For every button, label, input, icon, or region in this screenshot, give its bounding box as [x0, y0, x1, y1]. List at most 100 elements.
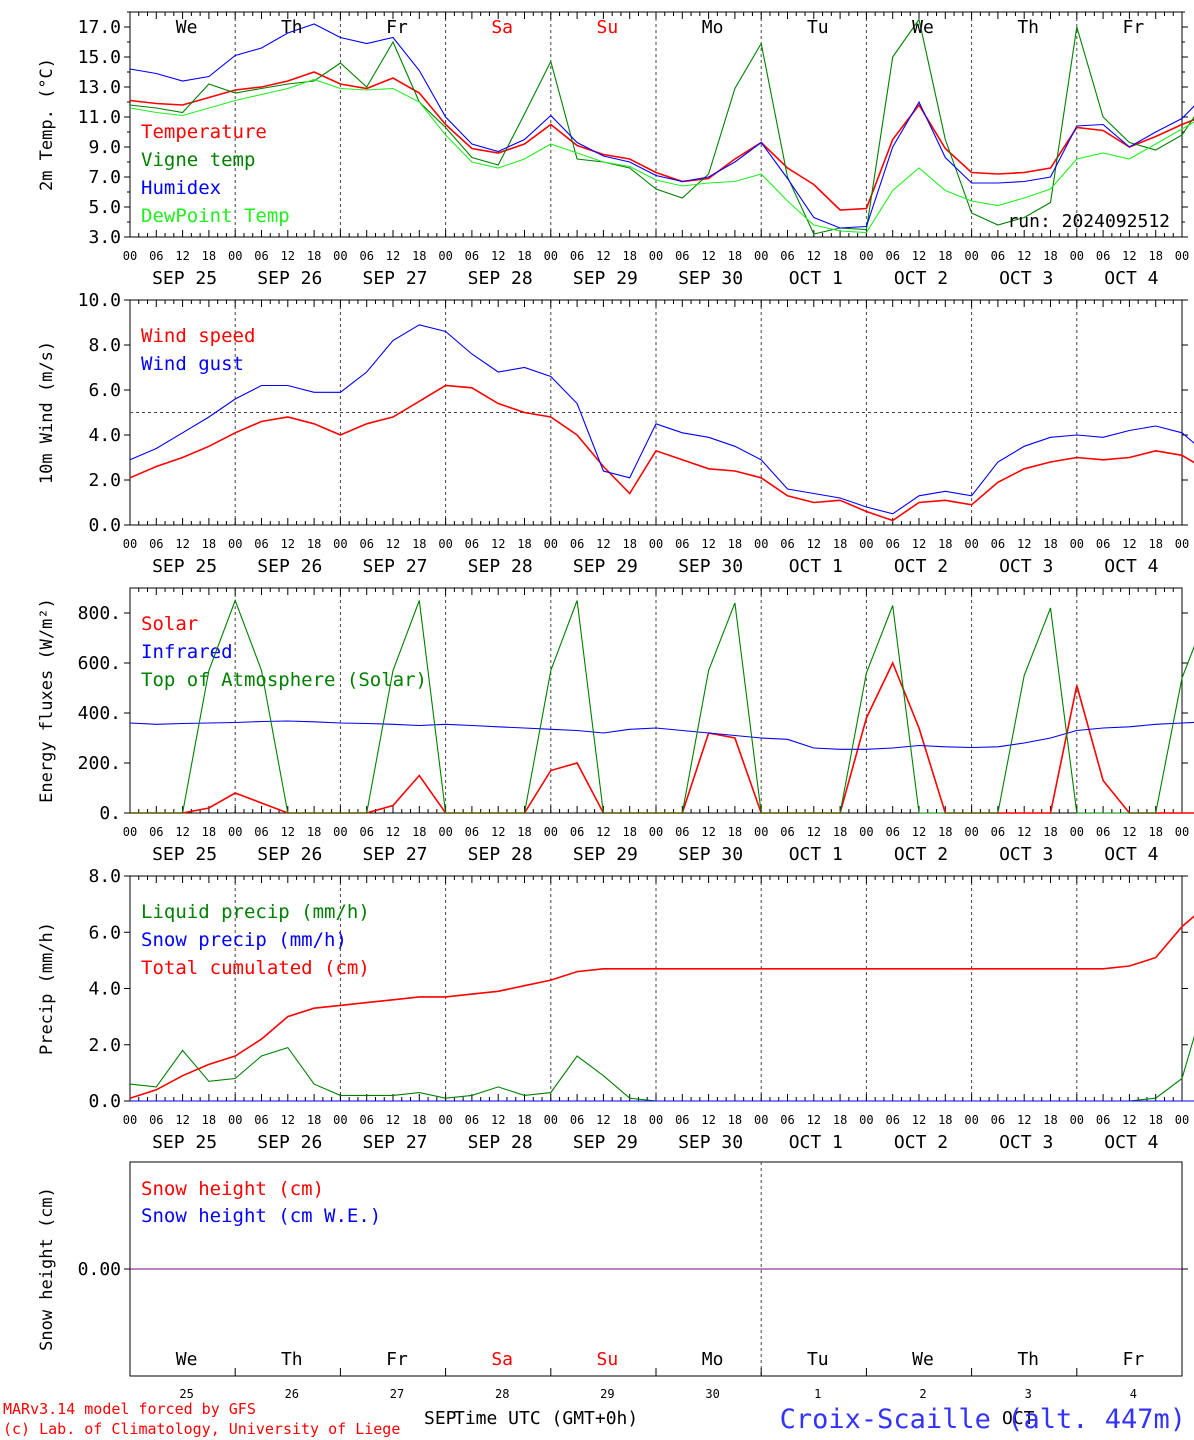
snow-ylabel: Snow height (cm): [37, 1187, 57, 1351]
energy-legend-1: Infrared: [141, 641, 233, 663]
hour-label: 12: [386, 537, 400, 551]
hour-label: 12: [701, 249, 715, 263]
hour-label: 06: [780, 537, 794, 551]
hour-label: 12: [1017, 249, 1031, 263]
day-name-top: Su: [597, 17, 619, 38]
date-label: SEP 25: [152, 844, 217, 865]
date-label: SEP 28: [468, 556, 533, 577]
hour-label: 12: [912, 537, 926, 551]
energy-ylabel: Energy fluxes (W/m²): [37, 598, 57, 803]
date-label: SEP 28: [468, 1132, 533, 1153]
wind-legend-0: Wind speed: [141, 325, 255, 347]
hour-label: 12: [491, 1113, 505, 1127]
hour-label: 18: [938, 825, 952, 839]
date-label: SEP 26: [257, 556, 322, 577]
panel-temp: 3.0 5.0 7.0 9.0 11.0 13.0 15.0 17.0 2m Temp. (°C…: [37, 11, 1194, 289]
hour-label: 18: [412, 825, 426, 839]
hour-label: 18: [1043, 825, 1057, 839]
hour-label: 06: [359, 825, 373, 839]
hour-label: 18: [307, 825, 321, 839]
hour-label: 18: [833, 825, 847, 839]
y-tick-label: 200.: [78, 753, 121, 774]
hour-label: 06: [570, 537, 584, 551]
hour-label: 00: [754, 249, 768, 263]
date-label: OCT 2: [894, 1132, 948, 1153]
temp-series-0: [129, 71, 1194, 211]
hour-label: 00: [964, 825, 978, 839]
hour-label: 12: [1122, 249, 1136, 263]
date-label: OCT 1: [789, 1132, 843, 1153]
hour-label: 00: [544, 1113, 558, 1127]
y-tick-label: 2.0: [88, 1035, 121, 1056]
hour-label: 06: [780, 825, 794, 839]
date-label: OCT 4: [1104, 556, 1158, 577]
wind-ylabel: 10m Wind (m/s): [37, 341, 57, 484]
day-name-bottom: Fr: [1123, 1349, 1145, 1370]
hour-label: 00: [1175, 825, 1189, 839]
hour-label: 06: [1096, 249, 1110, 263]
hour-label: 06: [570, 825, 584, 839]
hour-label: 12: [701, 1113, 715, 1127]
date-label: SEP 29: [573, 1132, 638, 1153]
date-label: SEP 30: [678, 1132, 743, 1153]
date-label: SEP 26: [257, 844, 322, 865]
date-label: SEP 27: [362, 1132, 427, 1153]
y-tick-label: 0.: [99, 803, 121, 824]
date-label: SEP 25: [152, 556, 217, 577]
day-name-bottom: Tu: [807, 1349, 829, 1370]
hour-label: 18: [307, 1113, 321, 1127]
hour-label: 12: [175, 249, 189, 263]
hour-label: 12: [491, 249, 505, 263]
panel-snow: 0.00 Snow height (cm) Snow height (cm) Snow…: [37, 1161, 1188, 1377]
hour-label: 12: [596, 1113, 610, 1127]
hour-label: 06: [885, 1113, 899, 1127]
hour-label: 00: [438, 249, 452, 263]
hour-label: 06: [465, 249, 479, 263]
y-tick-label: 6.0: [88, 380, 121, 401]
day-name-bottom: Fr: [386, 1349, 408, 1370]
day-name-top: Th: [281, 17, 303, 38]
y-tick-label: 8.0: [88, 866, 121, 887]
day-number: 27: [390, 1387, 404, 1401]
hour-label: 06: [465, 1113, 479, 1127]
hour-label: 00: [228, 825, 242, 839]
hour-label: 18: [728, 249, 742, 263]
energy-legend-0: Solar: [141, 613, 198, 635]
hour-label: 12: [596, 825, 610, 839]
date-label: SEP 29: [573, 268, 638, 289]
y-tick-label: 0.0: [88, 1091, 121, 1112]
precip-legend-0: Liquid precip (mm/h): [141, 901, 370, 923]
hour-label: 00: [333, 825, 347, 839]
hour-label: 00: [1175, 537, 1189, 551]
hour-label: 18: [1043, 1113, 1057, 1127]
y-tick-label: 0.00: [78, 1259, 121, 1280]
y-tick-label: 4.0: [88, 425, 121, 446]
hour-label: 00: [228, 537, 242, 551]
date-label: SEP 25: [152, 268, 217, 289]
hour-label: 18: [412, 1113, 426, 1127]
hour-label: 12: [701, 825, 715, 839]
hour-label: 12: [912, 825, 926, 839]
hour-label: 18: [202, 249, 216, 263]
hour-label: 06: [149, 249, 163, 263]
hour-label: 00: [649, 825, 663, 839]
day-number: 3: [1025, 1387, 1032, 1401]
hour-label: 06: [885, 537, 899, 551]
date-label: SEP 28: [468, 268, 533, 289]
hour-label: 12: [807, 825, 821, 839]
hour-label: 00: [438, 825, 452, 839]
month-left: SEP: [424, 1408, 457, 1429]
day-name-top: Tu: [807, 17, 829, 38]
month-right: OCT: [1002, 1408, 1035, 1429]
precip-legend-2: Total cumulated (cm): [141, 957, 370, 979]
wind-series-0: [129, 384, 1194, 522]
hour-label: 06: [675, 825, 689, 839]
day-name-bottom: Sa: [491, 1349, 513, 1370]
hour-label: 00: [1070, 249, 1084, 263]
hour-label: 00: [859, 249, 873, 263]
hour-label: 18: [1148, 1113, 1162, 1127]
hour-label: 00: [964, 1113, 978, 1127]
hour-label: 12: [596, 537, 610, 551]
hour-label: 06: [780, 1113, 794, 1127]
panel-wind: 0.0 2.0 4.0 6.0 8.0 10.0 10m Wind (m/s) 00 06 12 1…: [37, 290, 1194, 577]
